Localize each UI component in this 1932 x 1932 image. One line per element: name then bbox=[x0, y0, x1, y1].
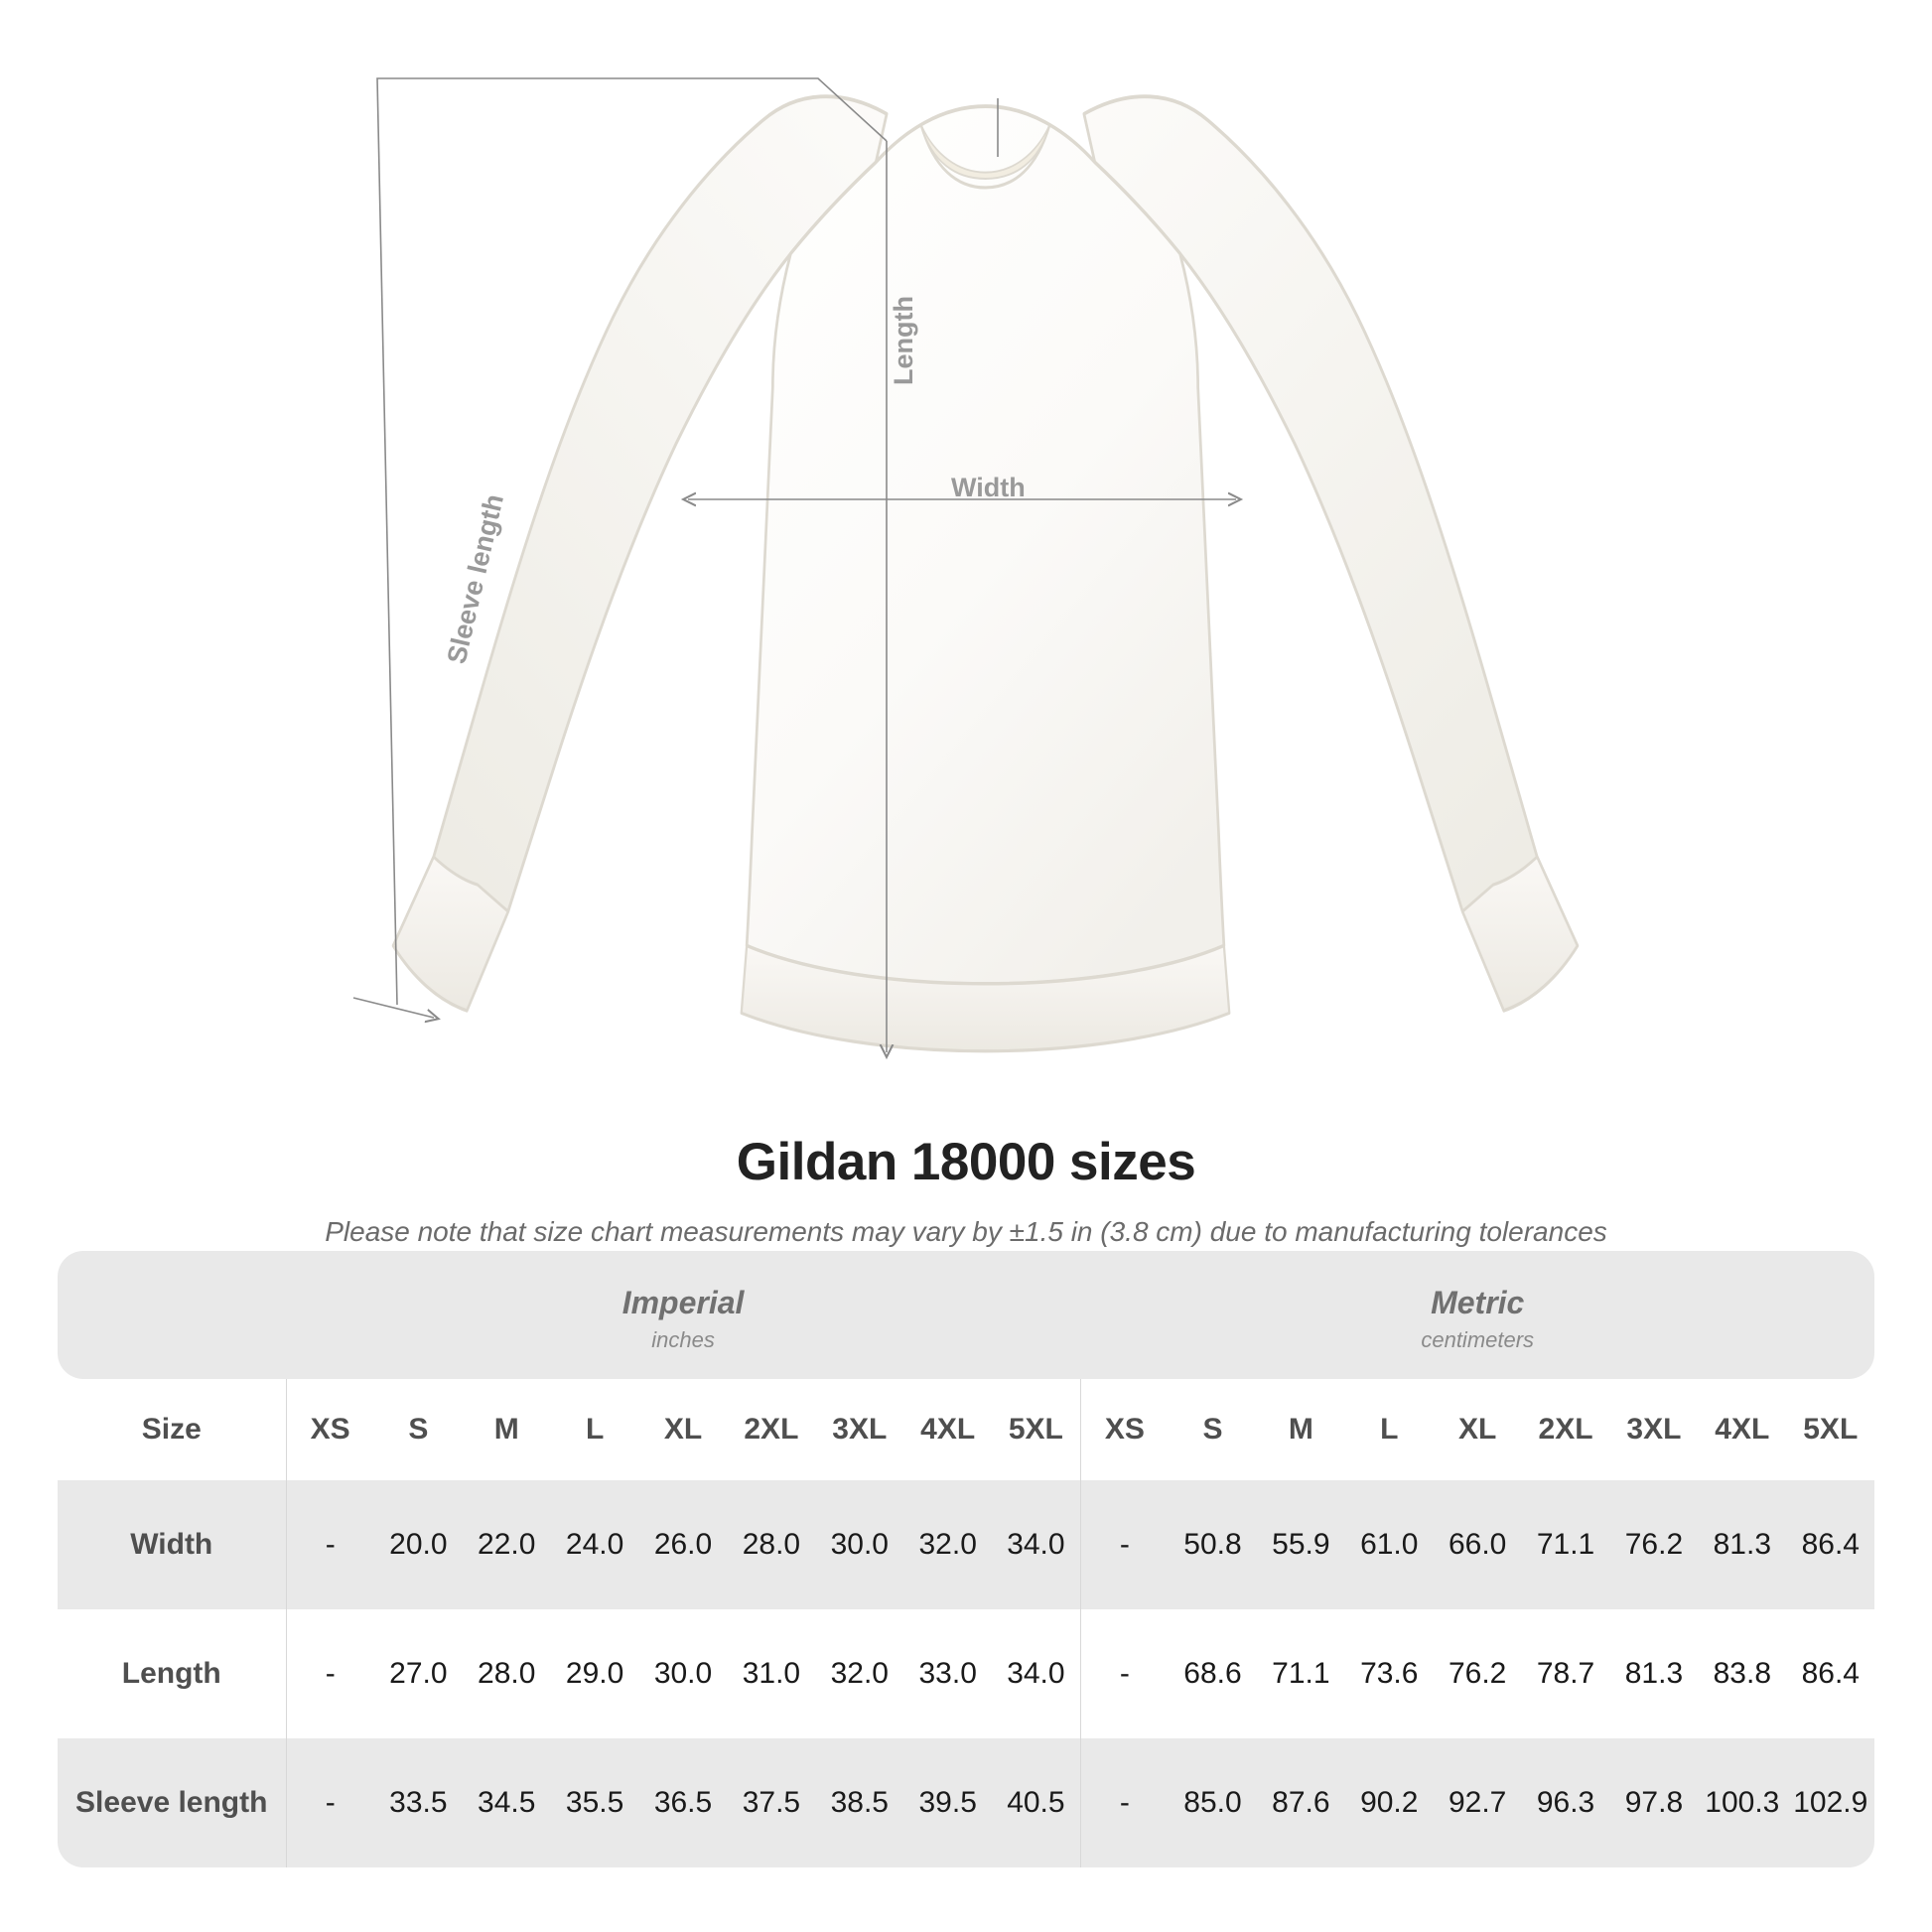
svg-text:Width: Width bbox=[951, 473, 1026, 502]
svg-text:Sleeve length: Sleeve length bbox=[442, 491, 509, 666]
svg-text:Length: Length bbox=[889, 296, 918, 385]
